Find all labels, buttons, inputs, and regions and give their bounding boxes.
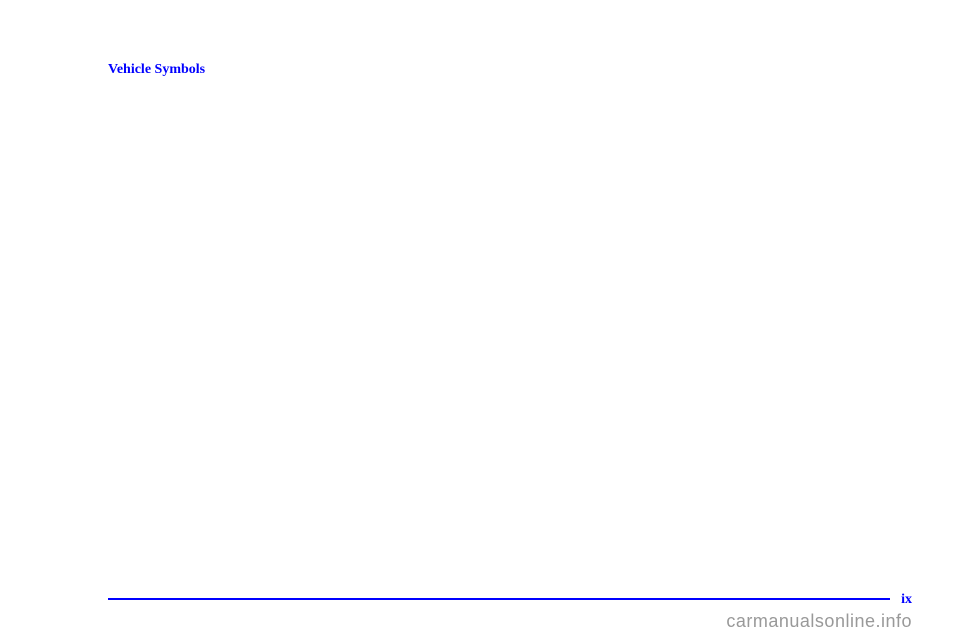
watermark-text: carmanualsonline.info xyxy=(726,611,912,632)
footer-divider xyxy=(108,598,890,600)
section-title: Vehicle Symbols xyxy=(108,62,205,78)
page-number: ix xyxy=(901,592,912,608)
